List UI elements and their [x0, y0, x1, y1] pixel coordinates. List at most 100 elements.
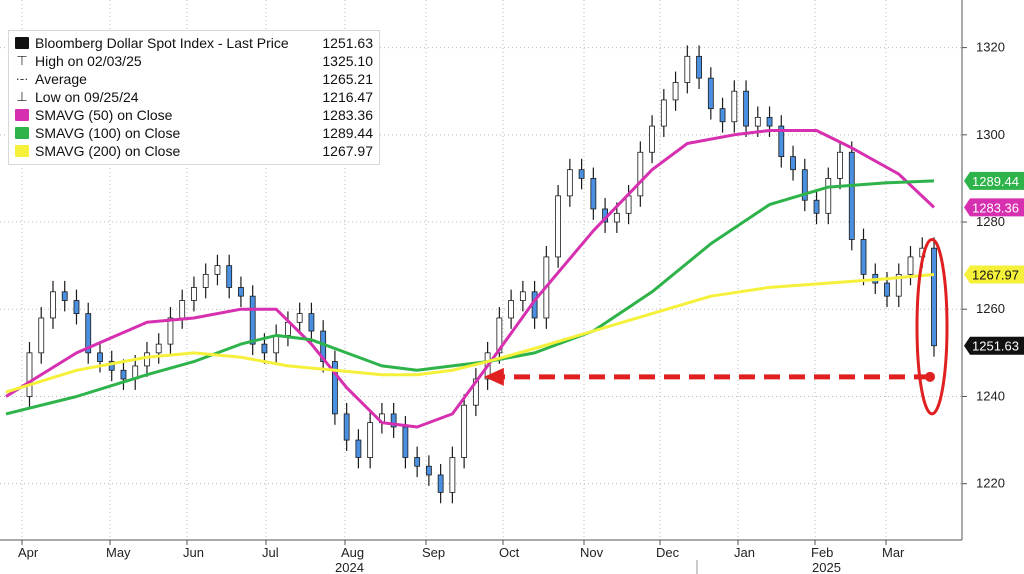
price-candle: [707, 77, 714, 110]
last-value-label: 1289.44: [972, 174, 1019, 189]
x-year-label: 2025: [812, 560, 841, 574]
price-candle: [801, 169, 808, 201]
last-value-label: 1251.63: [972, 339, 1019, 354]
high-icon: ⊤: [16, 53, 28, 68]
y-tick-label: 1320: [976, 40, 1005, 55]
legend-square-icon: [15, 37, 29, 49]
legend-item: SMAVG (50) on Close 1283.36: [15, 106, 373, 124]
price-candle: [778, 125, 785, 158]
price-candle: [895, 273, 902, 297]
legend-value: 1251.63: [322, 35, 373, 51]
price-candle: [425, 465, 432, 476]
x-tick-label: Jul: [262, 545, 279, 560]
price-candle: [684, 55, 691, 83]
legend-label: SMAVG (200) on Close: [35, 143, 181, 159]
price-candle: [261, 343, 268, 354]
price-candle: [625, 195, 632, 214]
price-candle: [144, 352, 150, 367]
x-tick-label: May: [106, 545, 131, 560]
price-candle: [766, 116, 773, 127]
price-candle: [578, 169, 585, 179]
legend-item: SMAVG (200) on Close 1267.97: [15, 142, 373, 160]
price-candle: [343, 413, 350, 441]
x-tick-label: Jun: [183, 545, 204, 560]
x-tick-label: Oct: [499, 545, 520, 560]
legend-item: ⊤ High on 02/03/25 1325.10: [15, 52, 373, 70]
price-candle: [332, 361, 338, 415]
legend-square-icon: [15, 109, 29, 121]
annotation-arrowhead: [483, 367, 504, 386]
price-candle: [884, 282, 890, 297]
price-candle: [649, 125, 655, 153]
x-tick-label: Mar: [882, 545, 905, 560]
y-tick-label: 1280: [976, 214, 1005, 229]
chart-legend: Bloomberg Dollar Spot Index - Last Price…: [8, 30, 380, 165]
price-candle: [179, 300, 186, 319]
price-candle: [191, 287, 197, 301]
legend-item: SMAVG (100) on Close 1289.44: [15, 124, 373, 142]
last-value-tag: [964, 336, 1024, 355]
last-value-tag: [964, 198, 1024, 217]
y-tick-label: 1240: [976, 388, 1005, 403]
price-candle: [613, 212, 620, 223]
price-candle: [496, 317, 503, 354]
legend-label: Low on 09/25/24: [35, 89, 139, 105]
last-value-label: 1267.97: [972, 267, 1019, 282]
legend-value: 1216.47: [322, 89, 373, 105]
price-candle: [367, 422, 374, 458]
x-tick-label: Aug: [341, 545, 364, 560]
average-icon: ·-·: [15, 71, 29, 86]
price-candle: [273, 335, 280, 354]
price-candle: [73, 300, 80, 315]
price-candle: [472, 378, 479, 406]
x-tick-label: Feb: [811, 545, 833, 560]
x-year-label: 2024: [335, 560, 364, 574]
legend-label: SMAVG (50) on Close: [35, 107, 173, 123]
series-line-smavg-200-on-close: [5, 273, 935, 394]
annotation-ellipse: [915, 237, 949, 416]
price-candle: [120, 369, 127, 380]
y-tick-label: 1300: [976, 127, 1005, 142]
legend-value: 1283.36: [322, 107, 373, 123]
price-candle: [754, 116, 761, 127]
legend-square-icon: [15, 145, 29, 157]
price-candle: [931, 247, 937, 347]
legend-item: Bloomberg Dollar Spot Index - Last Price…: [15, 34, 373, 52]
price-candle: [155, 343, 162, 354]
price-candle: [696, 55, 702, 79]
price-candle: [38, 317, 45, 354]
y-tick-label: 1220: [976, 476, 1005, 491]
price-candle: [848, 151, 855, 240]
price-candle: [637, 151, 644, 197]
price-candle: [790, 156, 796, 171]
x-tick-label: Dec: [656, 545, 680, 560]
price-candle: [461, 404, 468, 458]
price-candle: [308, 313, 315, 332]
last-value-label: 1283.36: [972, 200, 1019, 215]
price-candle: [907, 256, 914, 275]
price-candle: [85, 313, 92, 354]
legend-label: High on 02/03/25: [35, 53, 142, 69]
price-candle: [731, 90, 738, 123]
price-candle: [355, 439, 362, 458]
price-candle: [414, 457, 421, 467]
price-candle: [50, 291, 56, 319]
last-value-tag: [964, 171, 1024, 190]
price-candle: [719, 108, 726, 123]
series-line-smavg-100-on-close: [5, 179, 935, 416]
price-candle: [214, 265, 221, 275]
legend-value: 1267.97: [322, 143, 373, 159]
y-tick-label: 1260: [976, 301, 1005, 316]
legend-value: 1289.44: [322, 125, 373, 141]
price-candle: [743, 90, 749, 127]
price-candle: [566, 169, 573, 197]
price-candle: [672, 82, 679, 101]
price-candle: [97, 352, 103, 362]
price-candle: [238, 287, 244, 297]
annotation-arrow-dot: [925, 371, 935, 382]
price-candle: [660, 99, 667, 127]
x-tick-label: Jan: [734, 545, 755, 560]
price-candle: [202, 273, 209, 288]
price-candle: [167, 317, 174, 345]
